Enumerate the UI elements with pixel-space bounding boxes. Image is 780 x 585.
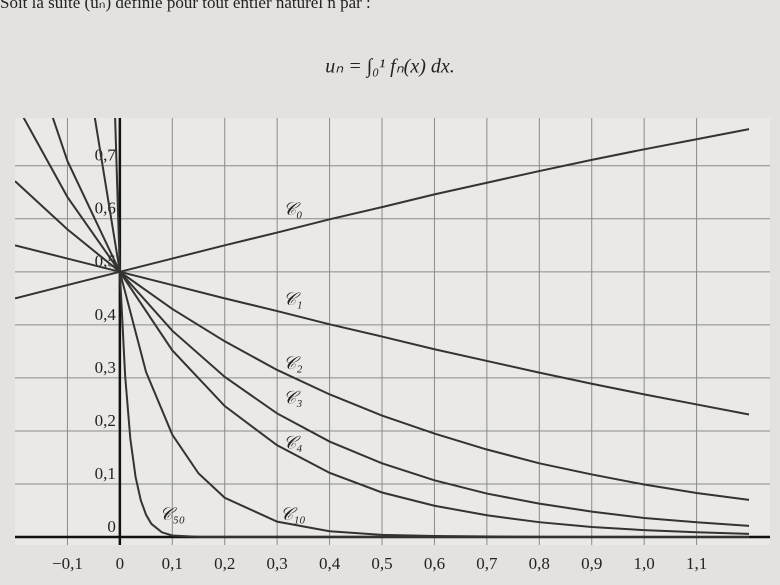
x-tick-label: 0,6 [424,554,445,573]
x-tick-label: 0,1 [162,554,183,573]
x-tick-label: 0,2 [214,554,235,573]
curve [15,180,750,501]
curve [22,118,750,527]
y-tick-label: 0,6 [95,199,116,218]
y-tick-label: 0 [107,517,116,536]
x-tick-label: 0,7 [476,554,498,573]
y-tick-label: 0,3 [95,358,116,377]
curves [15,118,750,539]
x-tick-label: 0,5 [371,554,392,573]
x-tick-label: 0 [116,554,125,573]
formula: uₙ = ∫₀¹ fₙ(x) dx. [325,56,455,79]
curve [51,118,750,535]
curve-label: 𝒞₁₀ [280,504,306,524]
plot-area [15,118,770,545]
y-tick-label: 0,7 [95,146,117,165]
x-tick-label: 0,3 [267,554,288,573]
curve [15,244,750,416]
x-tick-label: 0,9 [581,554,602,573]
x-tick-label: 1,0 [634,554,655,573]
curve-label: 𝒞₀ [283,199,302,219]
x-tick-label: 1,1 [686,554,707,573]
y-tick-label: 0,4 [95,305,117,324]
curve-label: 𝒞₄ [283,432,302,452]
curve [114,118,750,539]
x-tick-label: −0,1 [52,554,83,573]
x-tick-label: 0,4 [319,554,341,573]
y-tick-label: 0,1 [95,464,116,483]
x-tick-label: 0,8 [529,554,550,573]
curve-label: 𝒞₃ [283,387,302,407]
y-tick-label: 0,2 [95,411,116,430]
curve [15,128,750,300]
curve-label: 𝒞₅₀ [159,504,185,524]
intro-text: Soit la suite (uₙ) définie pour tout ent… [0,0,371,12]
curve-label: 𝒞₁ [283,289,302,309]
curve-label: 𝒞₂ [283,353,302,373]
